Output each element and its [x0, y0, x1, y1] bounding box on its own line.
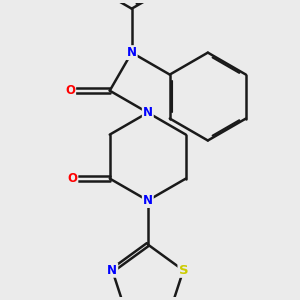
Text: N: N [143, 194, 153, 207]
Text: N: N [127, 46, 137, 59]
Text: O: O [65, 84, 75, 97]
Text: O: O [68, 172, 77, 185]
Text: N: N [143, 106, 153, 119]
Text: S: S [178, 264, 188, 277]
Text: N: N [107, 264, 117, 277]
